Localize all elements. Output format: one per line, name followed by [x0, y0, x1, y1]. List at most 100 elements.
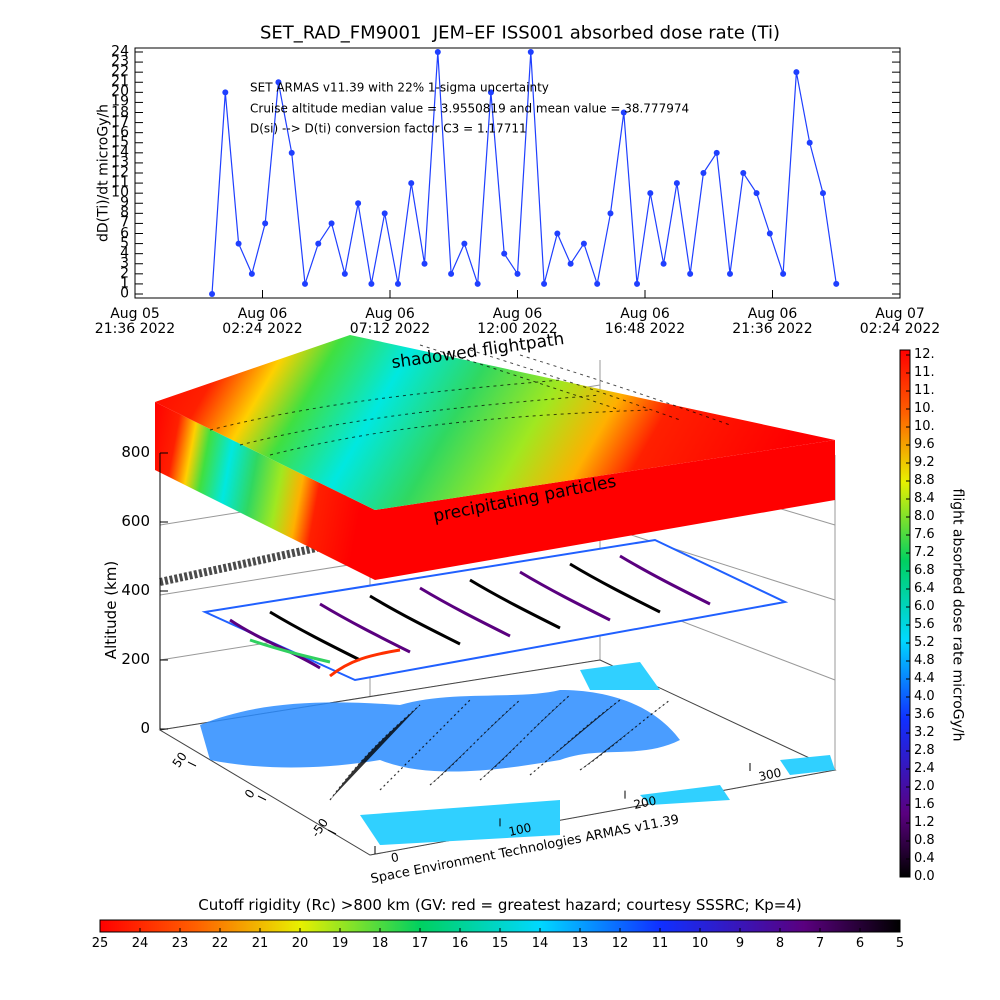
- data-point: [235, 240, 242, 247]
- y-tick-label: 7: [120, 215, 129, 232]
- colorbar-label: flight absorbed dose rate microGy/h: [949, 488, 966, 742]
- data-point: [687, 270, 694, 277]
- data-point: [209, 291, 216, 297]
- x-tick-label: Aug 06 12:00 2022: [477, 306, 558, 337]
- y-tick-label: 10: [111, 184, 129, 201]
- data-point: [607, 210, 614, 217]
- colorbar-tick-label: 11.: [914, 365, 935, 381]
- y-tick-label: 22: [111, 63, 129, 80]
- colorbar-tick-label: 12: [611, 936, 629, 952]
- y-tick-label: 15: [111, 134, 129, 151]
- data-line: [211, 51, 837, 295]
- colorbar-tick-label: 1.2: [914, 815, 935, 831]
- colorbar-tick-label: 7.2: [914, 545, 935, 561]
- data-point: [408, 180, 415, 187]
- altitude-tick-label: 0: [140, 719, 150, 738]
- lat-tick: [257, 795, 267, 801]
- data-point: [713, 149, 720, 156]
- y-tick-label: 23: [111, 53, 129, 70]
- colorbar-tick-label: 20: [291, 936, 309, 952]
- data-point: [355, 200, 362, 207]
- data-point: [501, 250, 508, 257]
- altitude-tick-label: 600: [121, 512, 150, 531]
- colorbar-tick-label: 10: [691, 936, 709, 952]
- y-axis-label: dD(Ti)/dt microGy/h: [95, 103, 112, 243]
- x-tick-label: Aug 07 02:24 2022: [859, 306, 941, 337]
- colorbar-tick-label: 7: [815, 936, 825, 952]
- data-point: [421, 260, 428, 267]
- colorbar-tick-label: 10.: [914, 401, 935, 417]
- y-tick-label: 9: [120, 194, 129, 211]
- y-tick-label: 4: [120, 245, 129, 262]
- data-point: [288, 149, 295, 156]
- data-point: [806, 139, 813, 146]
- colorbar-tick-label: 2.8: [914, 743, 935, 759]
- colorbar-tick-label: 10.: [914, 419, 935, 435]
- x-tick-label: Aug 06 07:12 2022: [349, 306, 431, 337]
- colorbar-tick-label: 11.: [914, 383, 935, 399]
- colorbar-tick-label: 16: [451, 936, 469, 952]
- data-point: [780, 270, 787, 277]
- colorbar-tick-label: 8: [775, 936, 785, 952]
- colorbar-tick-label: 4.4: [914, 671, 935, 687]
- data-point: [302, 280, 308, 287]
- altitude-tick-label: 800: [121, 443, 150, 462]
- colorbar-tick-label: 25: [91, 936, 109, 952]
- y-tick-label: 19: [111, 94, 129, 111]
- track-surface: [159, 538, 789, 682]
- data-point: [541, 280, 548, 287]
- colorbar-tick-label: 13: [571, 936, 589, 952]
- map-plane: [158, 659, 837, 856]
- y-tick-label: 1: [120, 275, 129, 292]
- annotation: Cruise altitude median value = 3.9550819…: [250, 101, 690, 116]
- colorbar-tick-label: 23: [171, 936, 189, 952]
- y-tick-label: 21: [111, 73, 129, 90]
- chart-title: SET_RAD_FM9001 JEM–EF ISS001 absorbed do…: [259, 22, 781, 44]
- y-tick-label: 24: [111, 43, 129, 60]
- annotation: SET ARMAS v11.39 with 22% 1-sigma uncert…: [250, 80, 549, 95]
- colorbar-tick-label: 18: [371, 936, 389, 952]
- data-point: [727, 270, 733, 277]
- y-tick-label: 5: [120, 235, 129, 252]
- altitude-axis-label: Altitude (km): [102, 560, 121, 660]
- colorbar-tick-label: 4.8: [914, 653, 935, 669]
- y-tick-label: 20: [111, 83, 129, 100]
- colorbar-tick-label: 22: [211, 936, 229, 952]
- colorbar-tick-label: 0.8: [914, 833, 935, 849]
- data-point: [753, 190, 760, 197]
- data-point: [328, 220, 335, 227]
- data-point: [793, 69, 800, 76]
- altitude-tick-label: 400: [121, 581, 150, 600]
- data-point: [248, 270, 255, 277]
- colorbar-tick-label: 2.4: [914, 761, 935, 777]
- colorbar-tick-label: 5: [895, 936, 905, 952]
- y-tick-label: 13: [111, 154, 129, 171]
- colorbar-tick-label: 9.6: [914, 437, 935, 453]
- data-point: [527, 49, 534, 55]
- data-point: [222, 89, 229, 96]
- y-tick-label: 14: [111, 144, 129, 161]
- data-point: [647, 190, 654, 197]
- y-tick-label: 8: [120, 204, 129, 221]
- colorbar-tick-label: 4.0: [914, 689, 935, 705]
- data-point: [673, 180, 680, 187]
- colorbar-tick-label: 14: [531, 936, 549, 952]
- colorbar-tick-label: 8.4: [914, 491, 935, 507]
- data-point: [315, 240, 322, 247]
- colorbar-tick-label: 8.0: [914, 509, 935, 525]
- x-tick-label: Aug 06 02:24 2022: [222, 306, 303, 337]
- colorbar-tick-label: 0.4: [914, 851, 935, 867]
- colorbar-tick-label: 24: [131, 936, 149, 952]
- data-point: [833, 280, 840, 287]
- lat-tick: [187, 761, 197, 767]
- y-tick-label: 6: [120, 225, 129, 242]
- annotation: D(si) --> D(ti) conversion factor C3 = 1…: [250, 121, 527, 136]
- colorbar-tick-label: 6.8: [914, 563, 935, 579]
- colorbar-tick-label: 6: [855, 936, 865, 952]
- data-point: [262, 220, 269, 227]
- data-point: [474, 280, 481, 287]
- y-tick-label: 2: [120, 265, 129, 282]
- data-point: [394, 280, 401, 287]
- y-tick-label: 0: [120, 285, 129, 302]
